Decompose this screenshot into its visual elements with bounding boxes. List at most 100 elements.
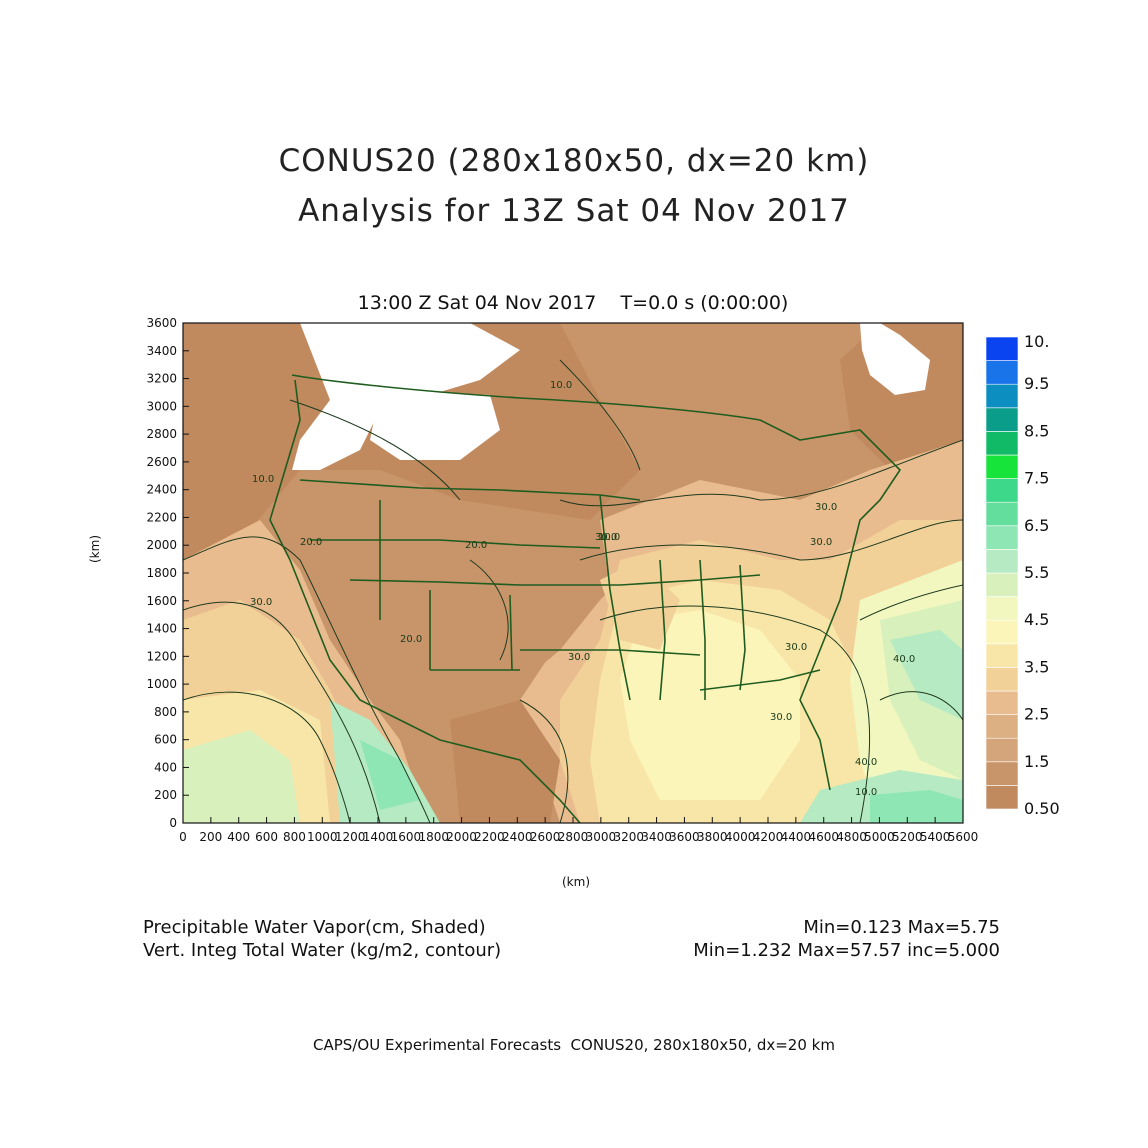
contour-label: 30.0: [568, 652, 590, 663]
contour-label: 30.0: [770, 712, 792, 723]
y-axis-label: (km): [88, 534, 102, 563]
y-tick-label: 2000: [146, 538, 177, 552]
x-tick-label: 3400: [641, 830, 672, 844]
colorbar-swatch: [985, 785, 1019, 810]
x-tick-label: 4200: [753, 830, 784, 844]
colorbar-swatch: [985, 572, 1019, 597]
title-line-1: CONUS20 (280x180x50, dx=20 km): [278, 143, 870, 179]
contour-field-range: Min=1.232 Max=57.57 inc=5.000: [693, 940, 1000, 961]
colorbar-swatch: [985, 360, 1019, 385]
x-tick-label: 5600: [948, 830, 979, 844]
contour-label: 20.0: [400, 634, 422, 645]
x-tick-label: 800: [283, 830, 306, 844]
y-tick-label: 2200: [146, 510, 177, 524]
colorbar-swatch: [985, 407, 1019, 432]
colorbar-swatch: [985, 761, 1019, 786]
colorbar-label: 5.5: [1024, 563, 1049, 582]
y-tick-label: 200: [154, 788, 177, 802]
plot-subtitle: 13:00 Z Sat 04 Nov 2017 T=0.0 s (0:00:00…: [357, 292, 789, 314]
y-tick-label: 2800: [146, 427, 177, 441]
colorbar-swatch: [985, 714, 1019, 739]
y-tick-label: 400: [154, 760, 177, 774]
contour-labels: 10.0 10.0 20.0 20.0 20.0 30.0 30.0 30.0 30.0 30.0…: [250, 380, 915, 798]
colorbar-label: 6.5: [1024, 516, 1049, 535]
contour-label: 10.0: [598, 532, 620, 543]
x-tick-label: 5200: [892, 830, 923, 844]
colorbar-swatch: [985, 643, 1019, 668]
y-tick-label: 1800: [146, 566, 177, 580]
x-tick-label: 3800: [697, 830, 728, 844]
colorbar-label: 9.5: [1024, 374, 1049, 393]
x-tick-label: 4600: [808, 830, 839, 844]
shaded-field-range: Min=0.123 Max=5.75: [803, 917, 1000, 938]
x-tick-label: 4800: [836, 830, 867, 844]
x-tick-label: 1800: [418, 830, 449, 844]
title-line-2: Analysis for 13Z Sat 04 Nov 2017: [298, 193, 850, 229]
y-tick-label: 2600: [146, 455, 177, 469]
x-tick-label: 1600: [391, 830, 422, 844]
colorbar-swatch: [985, 690, 1019, 715]
x-tick-label: 5400: [920, 830, 951, 844]
contour-label: 30.0: [810, 537, 832, 548]
contour-lines: [183, 359, 963, 823]
colorbar-swatch: [985, 667, 1019, 692]
colorbar-label: 1.5: [1024, 752, 1049, 771]
x-tick-label: 3000: [586, 830, 617, 844]
colorbar-swatch: [985, 454, 1019, 479]
colorbar-swatch: [985, 501, 1019, 527]
x-tick-label: 1200: [335, 830, 366, 844]
y-tick-label: 1600: [146, 594, 177, 608]
colorbar-label: 4.5: [1024, 610, 1049, 629]
x-tick-label: 200: [199, 830, 222, 844]
y-tick-label: 2400: [146, 483, 177, 497]
colorbar-label: 8.5: [1024, 421, 1049, 440]
colorbar-swatch: [985, 336, 1019, 361]
x-tick-label: 1400: [363, 830, 394, 844]
contour-field-label: Vert. Integ Total Water (kg/m2, contour): [143, 940, 502, 961]
x-tick-label: 4000: [725, 830, 756, 844]
contour-label: 40.0: [893, 654, 915, 665]
colorbar: 10. 9.5 8.5 7.5 6.5 5.5 4.5 3.5 2.5 1.5 0.50: [985, 332, 1060, 818]
contour-label: 40.0: [855, 757, 877, 768]
y-tick-label: 1000: [146, 677, 177, 691]
x-tick-label: 600: [255, 830, 278, 844]
contour-label: 10.0: [855, 787, 877, 798]
y-tick-label: 3200: [146, 372, 177, 386]
colorbar-swatch: [985, 596, 1019, 621]
y-tick-label: 800: [154, 705, 177, 719]
x-tick-label: 0: [179, 830, 187, 844]
contour-label: 30.0: [595, 532, 617, 543]
colorbar-swatch: [985, 525, 1019, 550]
contour-label: 30.0: [785, 642, 807, 653]
colorbar-swatch: [985, 737, 1019, 763]
colorbar-swatch: [985, 383, 1019, 409]
colorbar-label: 7.5: [1024, 469, 1049, 488]
colorbar-label: 2.5: [1024, 705, 1049, 724]
colorbar-label: 3.5: [1024, 657, 1049, 676]
footer-credit: CAPS/OU Experimental Forecasts CONUS20, …: [313, 1036, 835, 1054]
shaded-field-label: Precipitable Water Vapor(cm, Shaded): [143, 917, 486, 938]
x-axis-ticks: 0 200 400 600 800 100012001400160018002000220…: [179, 817, 978, 844]
x-tick-label: 2200: [474, 830, 505, 844]
colorbar-swatch: [985, 431, 1019, 456]
contour-label: 20.0: [465, 540, 487, 551]
x-tick-label: 5000: [864, 830, 895, 844]
x-tick-label: 4400: [781, 830, 812, 844]
contour-label: 20.0: [300, 537, 322, 548]
x-tick-label: 400: [227, 830, 250, 844]
y-axis-ticks: 0 200 400 600 800 1000 1200 1400 1600 1800 2000 220…: [146, 316, 189, 830]
x-tick-label: 3600: [669, 830, 700, 844]
contour-label: 30.0: [815, 502, 837, 513]
y-tick-label: 3600: [146, 316, 177, 330]
y-tick-label: 1400: [146, 622, 177, 636]
colorbar-swatch: [985, 619, 1019, 645]
y-tick-label: 0: [169, 816, 177, 830]
x-tick-label: 2000: [446, 830, 477, 844]
x-tick-label: 2400: [502, 830, 533, 844]
colorbar-label: 0.50: [1024, 799, 1060, 818]
x-tick-label: 2600: [530, 830, 561, 844]
x-tick-label: 2800: [558, 830, 589, 844]
contour-label: 10.0: [252, 474, 274, 485]
contour-label: 30.0: [250, 597, 272, 608]
